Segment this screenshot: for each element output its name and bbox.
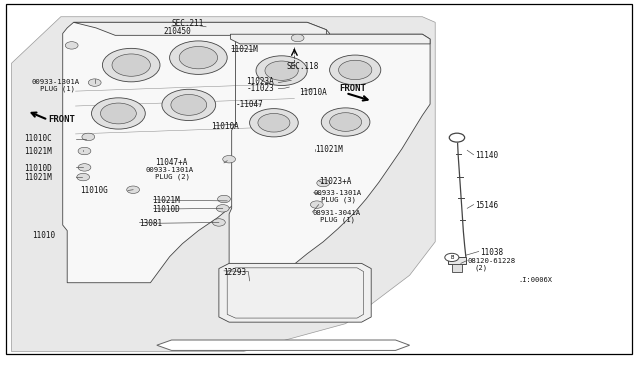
Polygon shape xyxy=(63,22,330,283)
Text: .I:0006X: .I:0006X xyxy=(518,277,552,283)
Circle shape xyxy=(339,60,372,80)
Text: PLUG (1): PLUG (1) xyxy=(40,85,76,92)
Circle shape xyxy=(212,219,225,226)
Bar xyxy=(448,257,466,264)
Text: 11047+A: 11047+A xyxy=(155,158,188,167)
Circle shape xyxy=(88,79,101,86)
Circle shape xyxy=(78,164,91,171)
Circle shape xyxy=(65,42,78,49)
Circle shape xyxy=(250,109,298,137)
Text: 11010C: 11010C xyxy=(24,134,52,143)
Text: 11010A: 11010A xyxy=(211,122,239,131)
Text: 00933-1301A: 00933-1301A xyxy=(314,190,362,196)
Polygon shape xyxy=(157,340,410,350)
Polygon shape xyxy=(12,17,435,352)
Text: 11021M: 11021M xyxy=(24,147,52,156)
Circle shape xyxy=(112,54,150,76)
Polygon shape xyxy=(229,34,430,264)
Text: 11010D: 11010D xyxy=(24,164,52,173)
Text: 08120-61228: 08120-61228 xyxy=(467,258,515,264)
Circle shape xyxy=(77,173,90,181)
Circle shape xyxy=(78,147,91,155)
Text: 08931-3041A: 08931-3041A xyxy=(312,210,360,216)
Text: PLUG (3): PLUG (3) xyxy=(321,197,356,203)
Circle shape xyxy=(82,133,95,141)
Text: 11021M: 11021M xyxy=(230,45,258,54)
Circle shape xyxy=(127,186,140,193)
Text: -11047: -11047 xyxy=(236,100,263,109)
Text: (2): (2) xyxy=(475,264,488,271)
Text: B: B xyxy=(450,255,454,260)
Text: 11010D: 11010D xyxy=(152,205,180,214)
Circle shape xyxy=(256,56,307,86)
Circle shape xyxy=(223,155,236,163)
Circle shape xyxy=(445,253,459,262)
Text: FRONT: FRONT xyxy=(339,84,366,93)
Circle shape xyxy=(170,41,227,74)
Polygon shape xyxy=(219,263,371,322)
Circle shape xyxy=(162,89,216,121)
Circle shape xyxy=(218,195,230,203)
Text: FRONT: FRONT xyxy=(48,115,75,124)
Circle shape xyxy=(265,61,298,80)
Text: 210450: 210450 xyxy=(163,27,191,36)
Circle shape xyxy=(179,46,218,69)
Text: PLUG (2): PLUG (2) xyxy=(155,173,190,180)
Text: 00933-1301A: 00933-1301A xyxy=(32,79,80,85)
Circle shape xyxy=(317,179,330,187)
Bar xyxy=(452,264,462,272)
Circle shape xyxy=(330,113,362,131)
Circle shape xyxy=(92,98,145,129)
Text: PLUG (1): PLUG (1) xyxy=(320,216,355,223)
Circle shape xyxy=(216,205,229,212)
Text: 11010: 11010 xyxy=(32,231,55,240)
Text: 11010G: 11010G xyxy=(80,186,108,195)
Circle shape xyxy=(321,108,370,136)
Text: 12293: 12293 xyxy=(223,268,246,277)
Text: 11010A: 11010A xyxy=(300,88,327,97)
Text: 00933-1301A: 00933-1301A xyxy=(146,167,194,173)
Text: 15146: 15146 xyxy=(475,201,498,210)
Text: 11021M: 11021M xyxy=(315,145,342,154)
Text: 11038: 11038 xyxy=(480,248,503,257)
Text: 11140: 11140 xyxy=(475,151,498,160)
Circle shape xyxy=(102,48,160,82)
Text: 11023A: 11023A xyxy=(246,77,274,86)
Circle shape xyxy=(291,34,304,42)
Circle shape xyxy=(171,94,207,115)
Polygon shape xyxy=(230,34,430,44)
Circle shape xyxy=(310,201,323,208)
Text: 13081: 13081 xyxy=(140,219,163,228)
Text: -11023: -11023 xyxy=(246,84,274,93)
Circle shape xyxy=(258,113,290,132)
Text: 11021M: 11021M xyxy=(24,173,52,182)
Text: SEC.118: SEC.118 xyxy=(287,62,319,71)
Text: 11023+A: 11023+A xyxy=(319,177,351,186)
Text: 11021M: 11021M xyxy=(152,196,180,205)
Polygon shape xyxy=(74,22,326,35)
Text: SEC.211: SEC.211 xyxy=(172,19,204,28)
Circle shape xyxy=(100,103,136,124)
Circle shape xyxy=(330,55,381,85)
